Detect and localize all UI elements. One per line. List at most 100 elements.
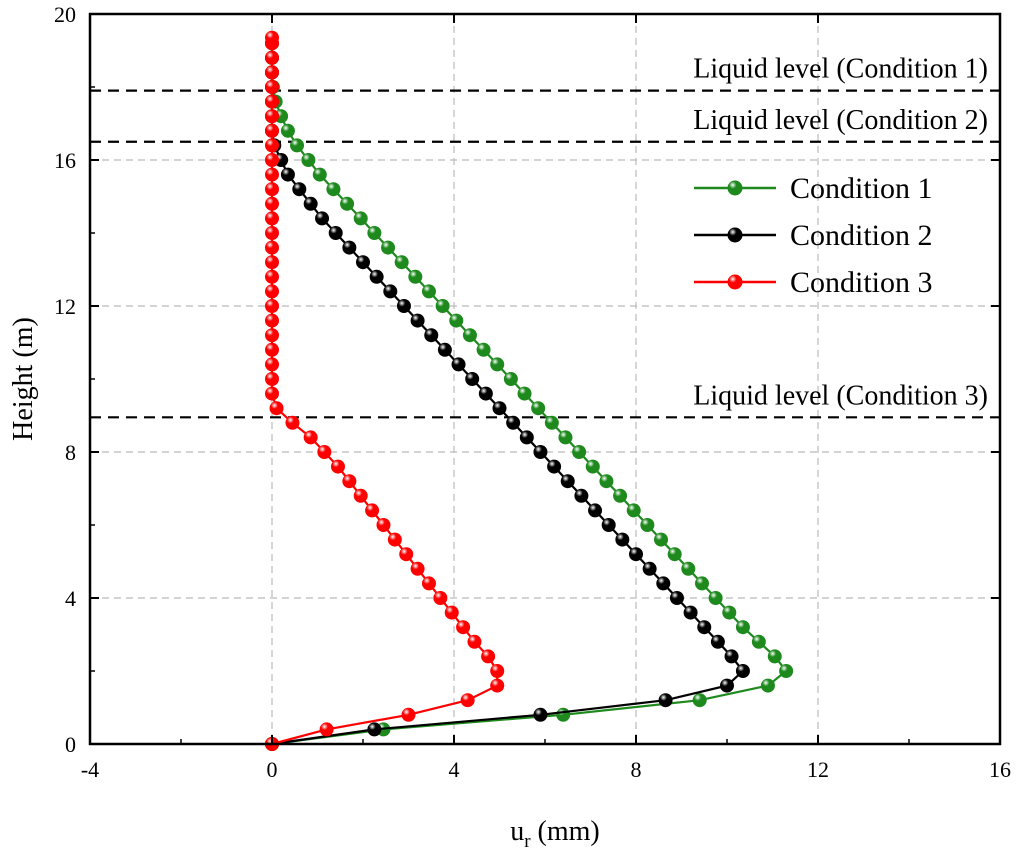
data-point xyxy=(265,299,279,313)
legend-label: Condition 1 xyxy=(790,172,933,205)
data-point xyxy=(710,634,725,649)
data-point xyxy=(424,328,439,343)
data-point xyxy=(492,401,507,416)
data-point xyxy=(315,211,330,226)
data-point xyxy=(613,488,628,503)
data-point xyxy=(280,123,295,138)
data-point xyxy=(722,605,737,620)
data-point xyxy=(556,707,571,722)
data-point xyxy=(519,430,534,445)
data-point xyxy=(265,94,279,109)
data-point xyxy=(342,474,357,489)
data-point xyxy=(642,561,657,576)
data-point xyxy=(399,547,414,562)
data-point xyxy=(265,196,279,211)
data-point xyxy=(265,50,279,65)
data-point xyxy=(421,284,436,299)
data-point xyxy=(265,109,279,124)
data-point xyxy=(265,269,279,284)
data-point xyxy=(681,561,696,576)
data-series xyxy=(265,30,794,751)
liquid-level-lines: Liquid level (Condition 1) Liquid level (… xyxy=(90,54,1000,419)
data-point xyxy=(481,649,496,664)
data-point xyxy=(410,561,425,576)
legend-item: Condition 1 xyxy=(694,172,933,205)
legend: Condition 1 Condition 2 Condition 3 xyxy=(694,172,933,299)
data-point xyxy=(265,138,279,153)
data-point xyxy=(265,342,279,357)
y-tick-label: 8 xyxy=(65,440,76,465)
data-point xyxy=(599,474,614,489)
data-point xyxy=(396,299,411,313)
data-point xyxy=(290,138,305,153)
data-point xyxy=(265,386,279,401)
data-point xyxy=(330,459,345,474)
data-point xyxy=(376,518,391,532)
data-point xyxy=(629,547,643,562)
data-point xyxy=(265,30,279,45)
y-tick-label: 16 xyxy=(54,148,76,173)
data-point xyxy=(401,707,416,722)
data-point xyxy=(558,430,573,445)
data-point xyxy=(326,182,341,197)
data-point xyxy=(697,620,712,635)
data-point xyxy=(265,123,279,138)
data-point xyxy=(692,693,707,708)
x-tick-label: 16 xyxy=(989,757,1011,782)
data-point xyxy=(658,693,673,708)
series-2 xyxy=(265,36,750,751)
data-point xyxy=(421,576,436,591)
data-point xyxy=(462,328,477,343)
data-point xyxy=(328,226,343,240)
data-point xyxy=(435,299,450,313)
data-point xyxy=(669,591,684,605)
data-point xyxy=(303,196,318,211)
data-point xyxy=(437,342,452,357)
data-point xyxy=(365,503,380,518)
data-point xyxy=(533,445,548,459)
data-point xyxy=(640,518,655,532)
data-point xyxy=(476,342,491,357)
data-point xyxy=(506,415,521,430)
data-point xyxy=(588,503,603,518)
data-point xyxy=(340,196,355,211)
x-tick-label: 12 xyxy=(807,757,829,782)
data-point xyxy=(369,269,384,284)
data-point xyxy=(342,240,357,255)
data-point xyxy=(460,693,475,708)
data-point xyxy=(265,226,279,240)
liquid-level-label: Liquid level (Condition 3) xyxy=(693,380,988,411)
data-point xyxy=(760,678,775,693)
data-point xyxy=(779,664,794,678)
data-point xyxy=(615,532,630,547)
legend-item: Condition 3 xyxy=(694,266,933,299)
data-point xyxy=(265,167,279,182)
data-point xyxy=(656,576,671,591)
data-point xyxy=(544,415,559,430)
data-point xyxy=(265,313,279,328)
liquid-level-label: Liquid level (Condition 1) xyxy=(693,54,988,85)
data-point xyxy=(574,488,589,503)
data-point xyxy=(265,153,279,167)
data-point xyxy=(356,255,370,270)
data-point xyxy=(724,649,739,664)
series-line xyxy=(270,43,745,746)
data-point xyxy=(265,211,279,226)
data-point xyxy=(735,620,750,635)
data-point xyxy=(694,576,709,591)
data-point xyxy=(367,722,382,737)
data-point xyxy=(531,401,546,416)
data-point xyxy=(433,591,448,605)
data-point xyxy=(394,255,409,270)
data-point xyxy=(503,372,518,386)
data-point xyxy=(683,605,698,620)
data-point xyxy=(319,722,334,737)
data-point xyxy=(654,532,669,547)
series-3 xyxy=(265,30,505,751)
data-point xyxy=(533,707,548,722)
legend-marker xyxy=(727,274,743,290)
data-point xyxy=(381,240,396,255)
data-point xyxy=(601,518,616,532)
